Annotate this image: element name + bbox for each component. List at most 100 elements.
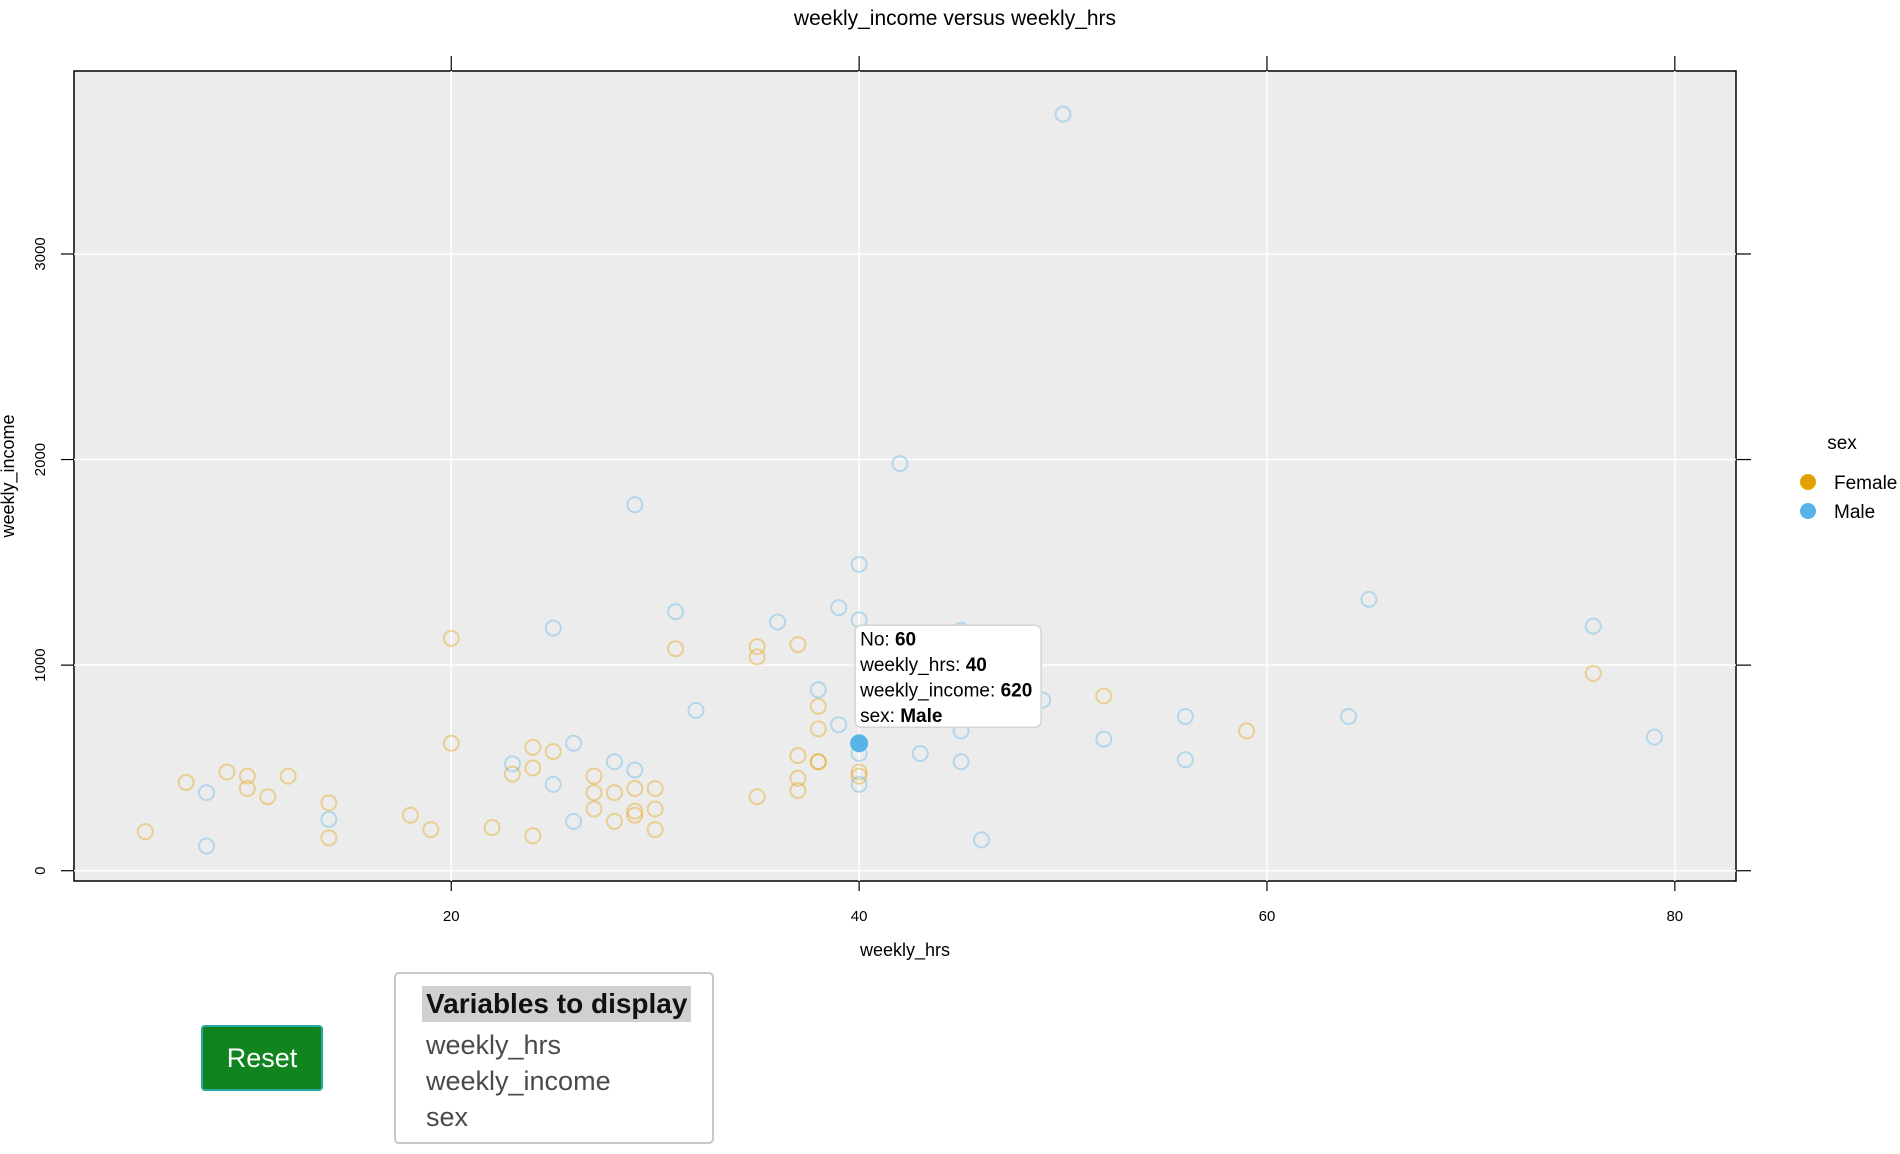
male-point <box>830 599 848 617</box>
female-point <box>503 765 521 783</box>
female-point <box>483 819 501 837</box>
female-point <box>401 806 419 824</box>
male-point <box>952 753 970 771</box>
y-tick-label: 2000 <box>32 443 49 476</box>
y-axis-label: weekly_income <box>0 414 19 538</box>
male-point <box>687 701 705 719</box>
variables-list-title: Variables to display <box>422 986 692 1022</box>
male-point <box>1584 617 1602 635</box>
tooltip-row: sex: Male <box>860 706 942 727</box>
female-point <box>789 636 807 654</box>
tooltip: No: 60 weekly_hrs: 40 weekly_income: 620 se… <box>854 624 1042 729</box>
female-point <box>238 767 256 785</box>
female-point <box>605 812 623 830</box>
female-point <box>748 638 766 656</box>
x-tick-label: 60 <box>1259 908 1276 925</box>
female-point <box>442 629 460 647</box>
female-point <box>789 747 807 765</box>
legend: sex Female Male <box>1800 433 1897 523</box>
male-point <box>198 784 216 802</box>
plot-panel <box>73 70 1737 882</box>
highlighted-point <box>850 734 869 753</box>
male-point <box>544 619 562 637</box>
female-point <box>789 769 807 787</box>
male-point <box>850 555 868 573</box>
female-point <box>626 806 644 824</box>
female-point <box>136 823 154 841</box>
female-point <box>626 802 644 820</box>
x-tick-label: 40 <box>851 908 868 925</box>
male-point <box>1360 590 1378 608</box>
female-point <box>1095 687 1113 705</box>
female-point <box>524 759 542 777</box>
female-point <box>605 784 623 802</box>
y-tick-label: 1000 <box>32 648 49 681</box>
female-point <box>585 800 603 818</box>
legend-female-marker <box>1800 474 1816 490</box>
legend-male-label: Male <box>1834 502 1875 523</box>
male-point <box>1176 751 1194 769</box>
female-point <box>259 788 277 806</box>
y-tick-label: 0 <box>32 867 49 875</box>
male-point <box>503 755 521 773</box>
female-point <box>789 782 807 800</box>
variables-to-display-list[interactable]: Variables to display weekly_hrs weekly_i… <box>394 972 714 1144</box>
male-point <box>626 761 644 779</box>
female-point <box>646 800 664 818</box>
legend-male-marker <box>1800 503 1816 519</box>
female-point <box>850 767 868 785</box>
y-tick-label: 3000 <box>32 237 49 270</box>
female-point <box>646 821 664 839</box>
male-point <box>320 810 338 828</box>
female-point <box>809 697 827 715</box>
male-point <box>830 716 848 734</box>
female-point <box>238 779 256 797</box>
female-point <box>177 773 195 791</box>
variable-option-sex[interactable]: sex <box>426 1102 469 1132</box>
female-point <box>626 779 644 797</box>
variable-option-weekly-income[interactable]: weekly_income <box>426 1066 611 1096</box>
male-point <box>605 753 623 771</box>
female-point <box>646 779 664 797</box>
male-point <box>850 775 868 793</box>
male-point <box>1054 105 1072 123</box>
female-point <box>279 767 297 785</box>
x-tick-label: 80 <box>1666 908 1683 925</box>
female-point <box>748 788 766 806</box>
reset-button[interactable]: Reset <box>201 1025 323 1091</box>
female-point <box>1584 664 1602 682</box>
female-point <box>585 767 603 785</box>
tooltip-row: weekly_income: 620 <box>859 680 1032 701</box>
highlighted-point-marker <box>850 734 869 753</box>
female-point <box>218 763 236 781</box>
male-point <box>544 775 562 793</box>
x-tick-label: 20 <box>443 908 460 925</box>
male-point <box>1645 728 1663 746</box>
female-point <box>442 734 460 752</box>
female-point <box>585 784 603 802</box>
female-point <box>809 753 827 771</box>
male-point <box>972 831 990 849</box>
tooltip-row: No: 60 <box>860 629 916 650</box>
tooltip-row: weekly_hrs: 40 <box>859 655 987 676</box>
male-point <box>626 496 644 514</box>
male-point <box>1176 708 1194 726</box>
female-point <box>524 738 542 756</box>
female-point <box>1238 722 1256 740</box>
male-point <box>809 681 827 699</box>
axes: 20 40 60 80 0 1000 2000 3000 <box>32 56 1751 925</box>
male-point <box>565 812 583 830</box>
female-point <box>809 753 827 771</box>
female-point <box>320 829 338 847</box>
male-point <box>565 734 583 752</box>
male-point <box>769 613 787 631</box>
x-axis-label: weekly_hrs <box>859 940 950 961</box>
variable-option-weekly-hrs[interactable]: weekly_hrs <box>426 1030 562 1060</box>
male-point <box>911 745 929 763</box>
female-point <box>850 763 868 781</box>
legend-title: sex <box>1827 433 1857 454</box>
male-point <box>667 603 685 621</box>
female-point <box>809 720 827 738</box>
female-point <box>320 794 338 812</box>
